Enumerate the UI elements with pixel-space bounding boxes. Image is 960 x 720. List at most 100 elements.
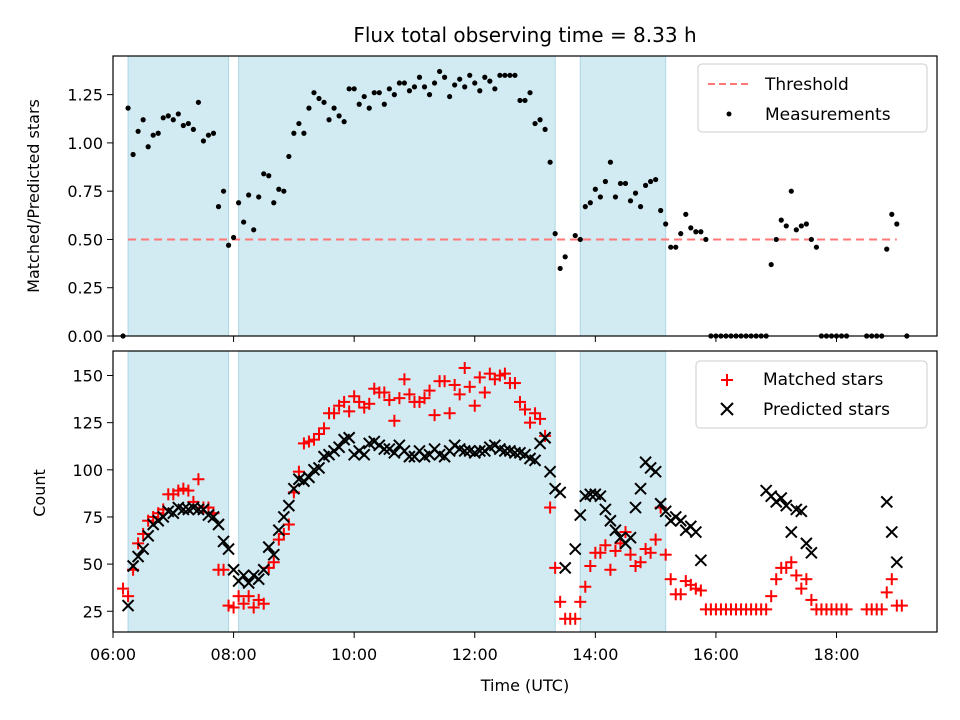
legend-measurements-swatch <box>726 111 732 117</box>
matched-star-point <box>478 386 491 399</box>
measurement-point <box>703 236 709 243</box>
predicted-star-point <box>649 465 662 478</box>
measurement-point <box>894 221 900 227</box>
measurement-point <box>406 88 413 94</box>
measurement-point <box>165 113 171 119</box>
axes-frame <box>112 55 938 337</box>
measurement-point <box>467 72 473 78</box>
measurement-point <box>256 194 262 200</box>
measurement-point <box>773 236 779 243</box>
matched-star-point <box>508 377 521 390</box>
matched-star-point <box>418 392 431 405</box>
observing-window-span <box>238 350 556 633</box>
x-tick-label: 14:00 <box>572 645 618 664</box>
measurement-point <box>452 82 458 88</box>
predicted-star-point <box>890 556 904 569</box>
matched-star-point <box>800 573 813 586</box>
predicted-star-point <box>192 503 205 516</box>
y-tick-label: 150 <box>72 367 103 386</box>
measurement-point <box>673 244 679 250</box>
matched-star-point <box>634 556 647 569</box>
measurement-point <box>577 236 583 243</box>
matched-star-point <box>177 482 190 495</box>
predicted-star-point <box>538 431 552 444</box>
predicted-star-point <box>780 499 793 512</box>
matched-star-point <box>584 559 597 572</box>
measurement-point <box>602 178 608 185</box>
measurement-point <box>175 111 181 117</box>
predicted-star-point <box>342 431 356 444</box>
matched-star-point <box>659 548 672 561</box>
matched-star-point <box>313 427 325 440</box>
matched-star-point <box>498 367 511 380</box>
matched-star-point <box>438 375 451 388</box>
matched-star-point <box>760 603 773 616</box>
predicted-star-point <box>227 563 240 576</box>
measurement-point <box>371 90 377 96</box>
matched-star-point <box>574 595 587 608</box>
matched-star-point <box>534 412 547 425</box>
measurement-point <box>326 117 332 123</box>
predicted-star-point <box>574 508 587 522</box>
measurement-point <box>125 105 131 111</box>
y-tick-label: 25 <box>83 602 103 621</box>
measurement-point <box>622 180 629 187</box>
measurement-point <box>271 200 277 206</box>
y-tick-label: 0.75 <box>67 182 103 201</box>
measurement-point <box>658 207 664 214</box>
measurement-point <box>286 153 292 160</box>
matched-star-point <box>242 590 255 603</box>
measurement-point <box>447 93 453 100</box>
predicted-star-point <box>885 525 898 539</box>
x-tick-label: 08:00 <box>211 645 257 664</box>
matched-star-point <box>302 435 315 448</box>
matched-star-point <box>468 399 481 412</box>
measurement-point <box>632 190 639 196</box>
y-tick-label: 125 <box>72 414 103 433</box>
measurement-point <box>230 234 237 241</box>
y-tick-label: 1.00 <box>67 134 103 153</box>
predicted-star-point <box>267 548 280 561</box>
matched-star-point <box>840 603 853 616</box>
matched-star-point <box>569 612 582 625</box>
measurement-point <box>341 119 347 125</box>
predicted-star-point <box>805 546 818 559</box>
matched-star-point <box>579 580 592 593</box>
measurement-point <box>517 97 523 104</box>
measurement-point <box>140 117 146 123</box>
matched-star-point <box>463 380 476 393</box>
measurement-point <box>617 180 624 187</box>
measurement-point <box>225 242 232 248</box>
top-chart-title: Flux total observing time = 8.33 h <box>353 23 696 47</box>
predicted-star-point <box>403 450 416 463</box>
predicted-star-point <box>473 444 486 458</box>
matched-star-point <box>222 599 235 612</box>
matched-star-point <box>428 409 441 422</box>
measurement-point <box>808 236 814 243</box>
measurement-point <box>597 194 603 200</box>
measurement-point <box>185 120 191 127</box>
matched-star-point <box>875 603 888 616</box>
measurement-point <box>376 90 382 96</box>
y-tick-label: 100 <box>72 461 103 480</box>
matched-star-point <box>307 433 320 446</box>
x-tick-label: 16:00 <box>693 645 739 664</box>
predicted-star-point <box>388 446 401 460</box>
measurement-point <box>637 204 644 210</box>
matched-star-point <box>805 593 818 606</box>
measurement-point <box>210 130 217 136</box>
predicted-star-point <box>498 444 512 458</box>
predicted-star-point <box>654 497 667 510</box>
measurement-point <box>236 200 242 206</box>
measurement-point <box>688 225 694 231</box>
measurement-point <box>426 92 433 98</box>
measurement-point <box>462 84 468 90</box>
measurement-point <box>653 176 659 183</box>
predicted-star-point <box>584 488 597 501</box>
y-tick-label: 0.25 <box>67 279 103 298</box>
matched-star-point <box>770 573 783 586</box>
predicted-star-point <box>358 448 371 461</box>
matched-star-point <box>513 395 526 408</box>
measurement-point <box>241 219 247 225</box>
observing-window-span <box>238 55 556 337</box>
